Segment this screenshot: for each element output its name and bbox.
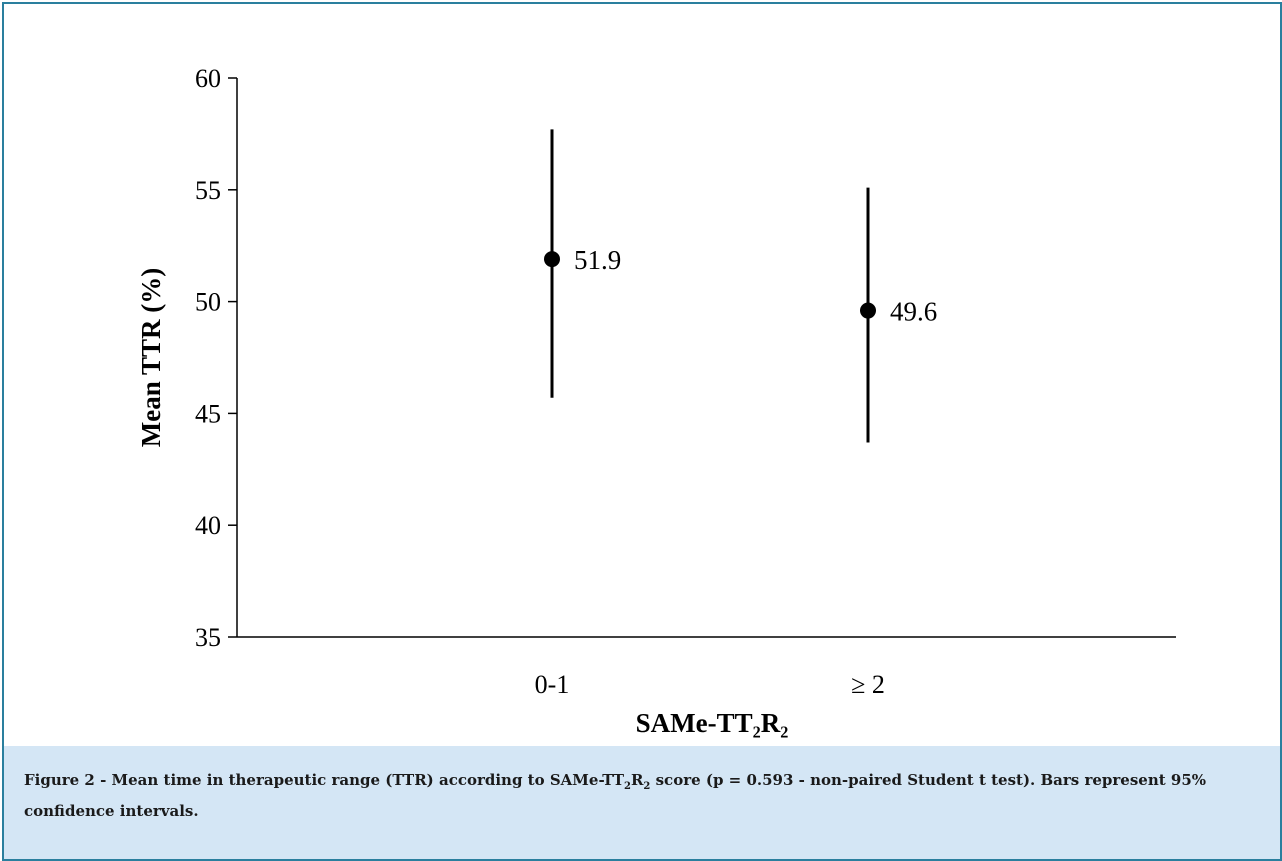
y-tick-label: 60 <box>195 64 221 93</box>
x-ticks: 0-1 ≥ 2 <box>535 670 885 699</box>
y-tick-label: 50 <box>195 288 221 317</box>
caption-subscript-1: 2 <box>623 781 631 792</box>
caption-mid: R <box>630 771 644 789</box>
chart-axes <box>236 78 1176 638</box>
ttr-chart: 60 55 50 45 40 35 0-1 ≥ 2 51.9 49.6 Mean TTR (%… <box>136 64 1176 738</box>
x-tick-label: 0-1 <box>535 670 570 699</box>
y-tick-label: 55 <box>195 176 221 205</box>
y-tick-label: 35 <box>195 623 221 652</box>
data-label: 49.6 <box>890 297 937 327</box>
y-ticks: 60 55 50 45 40 35 <box>195 64 237 652</box>
chart-marks: 51.9 49.6 <box>544 129 937 443</box>
y-axis-title: Mean TTR (%) <box>136 268 166 448</box>
caption-prefix: Figure 2 - Mean time in therapeutic rang… <box>24 771 624 789</box>
y-tick-label: 45 <box>195 399 221 428</box>
mean-point <box>860 302 876 319</box>
caption-suffix: score (p = 0.593 - non-paired Student t … <box>24 771 1207 820</box>
x-tick-label: ≥ 2 <box>851 670 885 699</box>
x-axis-title: SAMe-TT₂R₂ <box>636 708 789 738</box>
caption-subscript-2: 2 <box>643 781 651 792</box>
figure-caption: Figure 2 - Mean time in therapeutic rang… <box>4 746 1280 859</box>
mean-point <box>544 251 560 268</box>
data-label: 51.9 <box>574 245 621 275</box>
y-tick-label: 40 <box>195 511 221 540</box>
